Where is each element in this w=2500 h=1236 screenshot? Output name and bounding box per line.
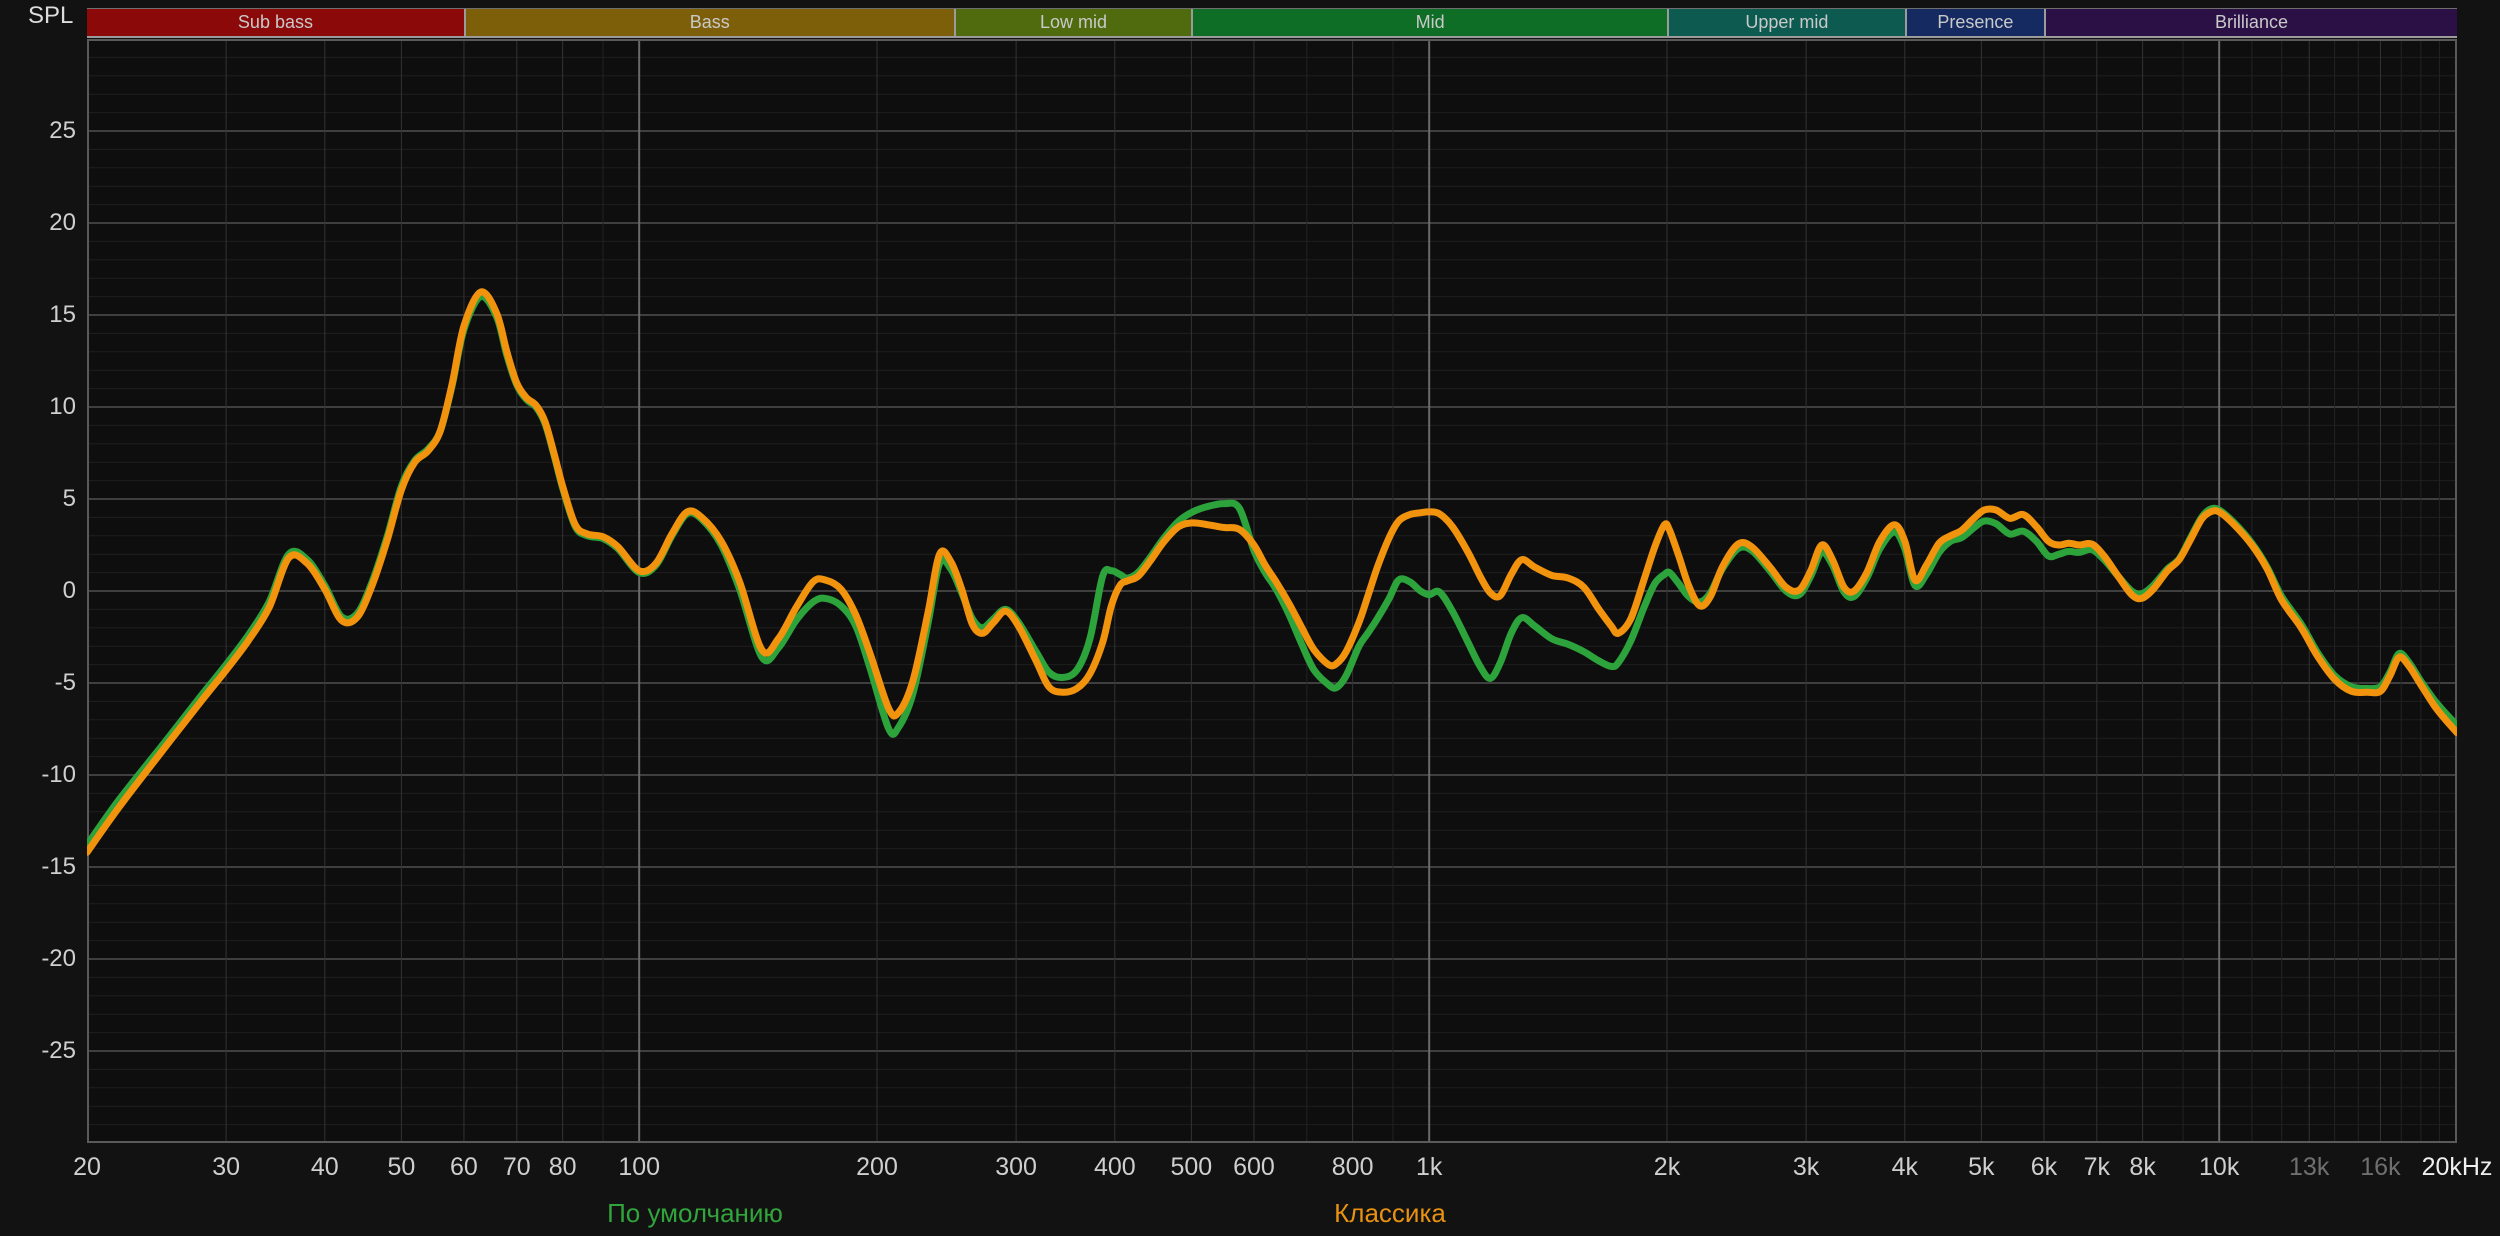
band-label: Presence [1937,12,2014,32]
plot-area [87,39,2457,1143]
y-tick-label: 15 [49,301,76,328]
x-tick-label: 100 [618,1153,661,1181]
curve-classic [87,288,2457,856]
y-tick-label: 10 [49,393,76,420]
x-tick-label: 80 [548,1153,577,1181]
band-brilliance: Brilliance [2043,9,2457,36]
y-tick-label: -25 [41,1037,76,1064]
x-tick-label: 16k [2360,1153,2401,1181]
band-label: Upper mid [1745,12,1829,32]
x-tick-label: 10k [2199,1153,2240,1181]
x-tick-label: 1k [1415,1153,1443,1181]
band-mid: Mid [1191,9,1667,36]
frequency-band-strip: Sub bass Bass Low mid Mid Upper mid Presence B… [87,8,2457,38]
x-tick-label: 20 [73,1153,101,1181]
band-presence: Presence [1904,9,2044,36]
x-tick-label: 5k [1968,1153,1995,1181]
band-low-mid: Low mid [953,9,1192,36]
y-tick-label: 25 [49,117,76,144]
spl-axis-title: SPL [28,2,74,29]
band-label: Sub bass [237,12,313,32]
legend-item-default[interactable]: По умолчанию [607,1198,783,1228]
x-tick-label: 6k [2030,1153,2058,1181]
x-tick-label: 20kHz [2421,1153,2493,1181]
x-tick-label: 70 [502,1153,531,1181]
y-tick-label: 5 [62,485,76,512]
x-tick-label: 7k [2083,1153,2111,1181]
x-tick-label: 3k [1792,1153,1820,1181]
x-tick-label: 13k [2289,1153,2330,1181]
x-tick-label: 600 [1233,1153,1275,1181]
x-tick-label: 50 [387,1153,416,1181]
band-label: Brilliance [2214,12,2288,32]
y-tick-label: -5 [54,669,76,696]
band-label: Bass [689,12,730,32]
band-bass: Bass [463,9,954,36]
x-tick-label: 400 [1093,1153,1136,1181]
y-tick-label: -10 [41,761,76,788]
x-tick-label: 500 [1170,1153,1213,1181]
x-tick-label: 2k [1653,1153,1681,1181]
chart-canvas [87,39,2457,1143]
band-sub-bass: Sub bass [87,9,464,36]
y-tick-label: 20 [49,209,76,236]
x-tick-label: 40 [310,1153,339,1181]
y-tick-label: -15 [41,853,76,880]
y-tick-label: -20 [41,945,76,972]
x-tick-label: 8k [2129,1153,2156,1181]
y-tick-label: 0 [62,577,76,604]
x-tick-label: 300 [995,1153,1037,1181]
x-tick-label: 800 [1331,1153,1374,1181]
x-tick-label: 60 [450,1153,478,1181]
band-label: Low mid [1039,12,1107,32]
x-tick-label: 4k [1891,1153,1919,1181]
band-upper-mid: Upper mid [1667,9,1905,36]
band-label: Mid [1415,12,1445,32]
legend-item-classic[interactable]: Классика [1334,1198,1446,1228]
x-tick-label: 30 [212,1153,241,1181]
x-tick-label: 200 [856,1153,898,1181]
